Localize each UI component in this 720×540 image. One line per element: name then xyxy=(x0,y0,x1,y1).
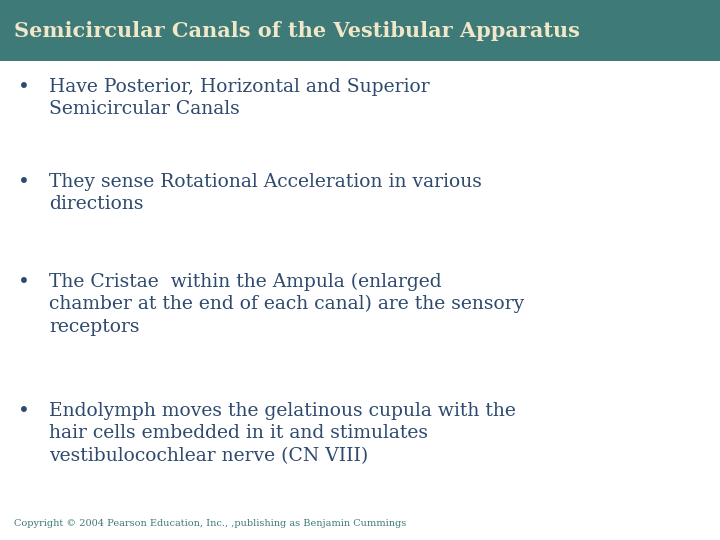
Text: Endolymph moves the gelatinous cupula with the
hair cells embedded in it and sti: Endolymph moves the gelatinous cupula wi… xyxy=(49,402,516,465)
Text: Copyright © 2004 Pearson Education, Inc., ,publishing as Benjamin Cummings: Copyright © 2004 Pearson Education, Inc.… xyxy=(14,519,407,528)
Text: Have Posterior, Horizontal and Superior
Semicircular Canals: Have Posterior, Horizontal and Superior … xyxy=(49,78,430,118)
Text: Semicircular Canals of the Vestibular Apparatus: Semicircular Canals of the Vestibular Ap… xyxy=(14,21,580,40)
Text: The Cristae  within the Ampula (enlarged
chamber at the end of each canal) are t: The Cristae within the Ampula (enlarged … xyxy=(49,273,524,336)
Text: They sense Rotational Acceleration in various
directions: They sense Rotational Acceleration in va… xyxy=(49,173,482,213)
FancyBboxPatch shape xyxy=(0,0,720,61)
Text: •: • xyxy=(18,273,30,292)
Text: •: • xyxy=(18,402,30,421)
Text: •: • xyxy=(18,173,30,192)
Text: •: • xyxy=(18,78,30,97)
